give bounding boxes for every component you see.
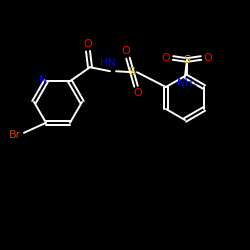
Text: O: O <box>134 88 142 98</box>
Text: HN: HN <box>100 58 116 68</box>
Text: O: O <box>84 39 92 49</box>
Text: O: O <box>162 53 170 63</box>
Text: O: O <box>122 46 130 56</box>
Text: Br: Br <box>9 130 21 140</box>
Text: NH₂: NH₂ <box>176 78 198 88</box>
Text: S: S <box>184 55 190 65</box>
Text: N: N <box>39 75 47 85</box>
Text: S: S <box>128 67 136 77</box>
Text: O: O <box>204 53 212 63</box>
